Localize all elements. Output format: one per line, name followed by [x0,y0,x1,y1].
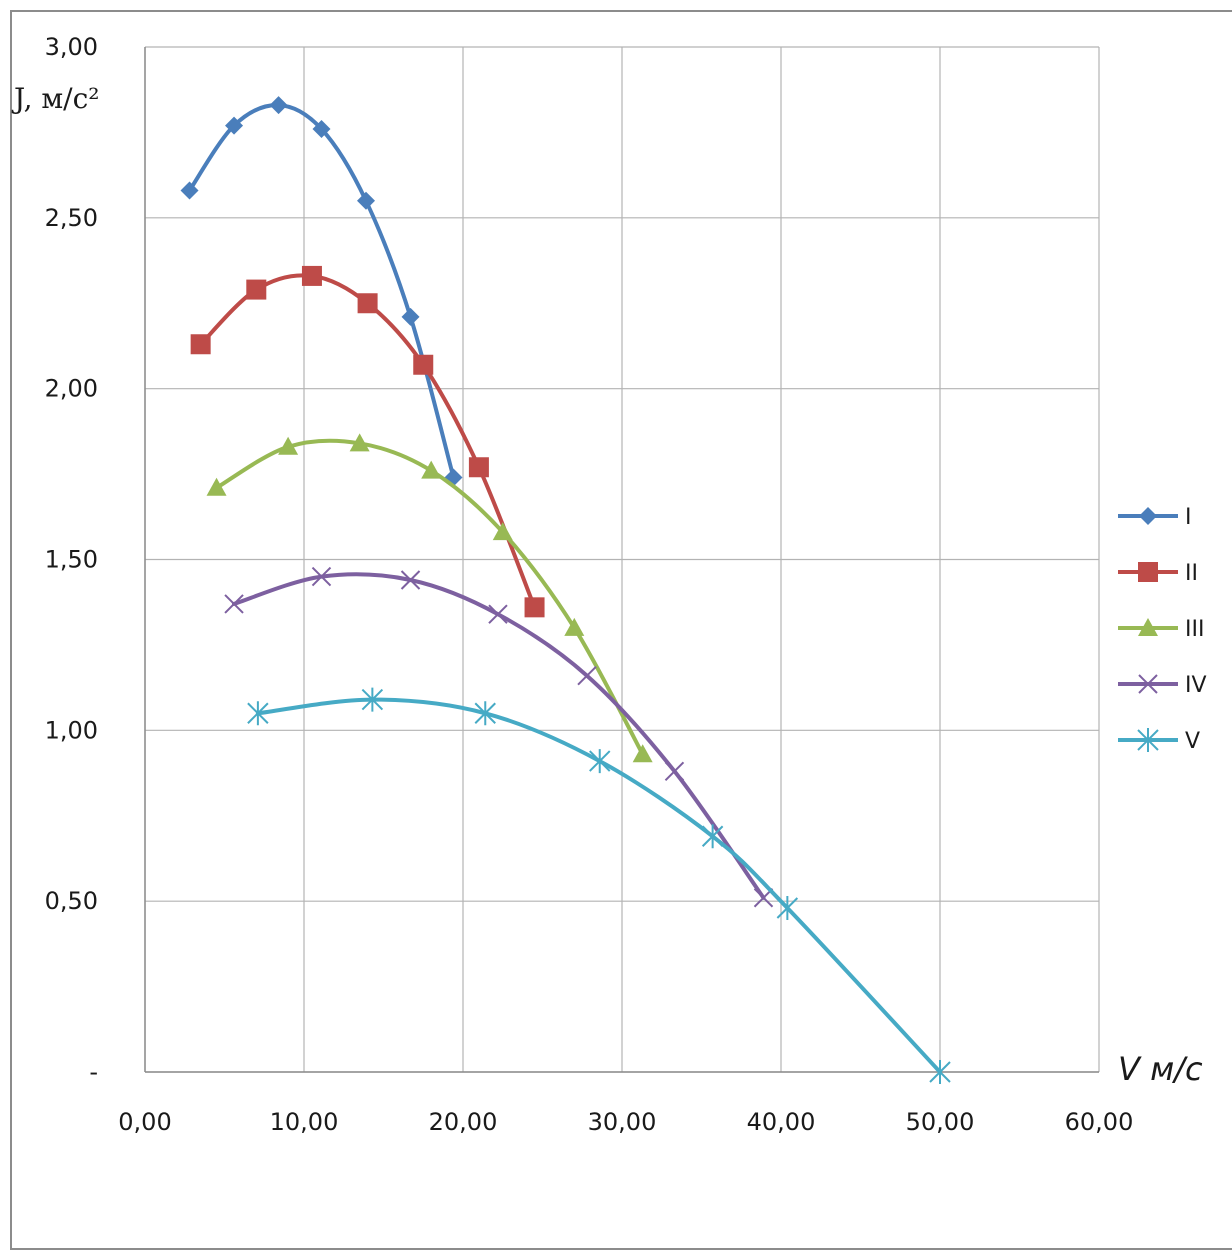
x-tick-label: 30,00 [588,1108,657,1136]
data-point [180,181,199,200]
data-point [206,477,227,496]
data-point [929,1060,951,1084]
legend-item-V: V [1118,728,1200,754]
legend-item-IV: IV [1118,673,1207,698]
data-point [577,665,597,686]
legend-item-II: II [1118,561,1198,586]
y-tick-label: 3,00 [45,33,98,61]
x-tick-label: 40,00 [747,1108,816,1136]
data-point [524,597,545,618]
data-point [488,604,508,624]
y-tick-label: 2,50 [45,204,98,232]
data-point [492,522,513,541]
data-point [468,457,489,478]
data-point [357,191,376,210]
data-point [664,761,685,782]
data-point [357,293,378,314]
data-point [349,433,370,452]
y-tick-label: 2,00 [45,375,98,403]
series-layer [180,96,951,1084]
data-point [632,744,653,763]
x-axis-label: V м/с [1118,1050,1203,1088]
data-point [224,594,244,614]
data-point [361,687,384,712]
legend-item-I: I [1118,505,1192,530]
data-point [701,824,724,849]
data-point [564,617,585,636]
x-tick-label: 0,00 [118,1108,171,1136]
data-point [278,436,299,455]
y-tick-label: 0,50 [45,887,98,915]
legend-label: III [1185,617,1204,642]
data-point [247,701,269,726]
legend-label: I [1185,505,1192,530]
y-tick-label: - [89,1058,98,1086]
data-point [474,701,496,726]
data-point [246,279,267,300]
data-point [413,354,434,375]
y-tick-label: 1,00 [45,716,98,744]
legend-marker [1138,618,1158,636]
data-point [589,749,611,774]
data-point [401,307,420,326]
legend-marker [1138,674,1158,694]
legend-marker [1138,562,1158,582]
chart-frame [10,10,1232,1250]
series-II [190,265,545,618]
legend-label: IV [1185,673,1207,698]
data-point [776,896,799,920]
data-point [225,116,244,135]
legend-marker [1137,728,1159,752]
data-point [190,334,211,355]
x-tick-label: 50,00 [906,1108,975,1136]
series-line-IV [232,572,766,900]
data-point [312,120,331,138]
y-tick-label: 1,50 [45,546,98,574]
series-line-II [198,273,537,610]
x-tick-label: 20,00 [429,1108,498,1136]
tick-labels: 0,00 10,00 20,00 30,00 40,00 50,00 60,00 - 0,50 1… [45,33,1134,1136]
x-tick-label: 10,00 [270,1108,339,1136]
data-point [421,460,442,479]
legend-item-III: III [1118,617,1204,642]
series-I [180,96,463,487]
series-line-III [214,438,645,757]
legend-label: V [1185,729,1200,754]
data-point [269,96,288,115]
data-point [311,566,332,587]
series-III [206,433,653,763]
data-point [400,570,421,590]
x-tick-label: 60,00 [1065,1108,1134,1136]
legend-marker [1139,507,1157,525]
legend-label: II [1185,561,1198,586]
series-V [247,687,951,1084]
y-axis-label: J, м/с² [11,82,100,115]
data-point [301,265,322,286]
series-IV [224,566,774,908]
series-line-I [187,103,456,480]
grid [144,46,1100,1073]
